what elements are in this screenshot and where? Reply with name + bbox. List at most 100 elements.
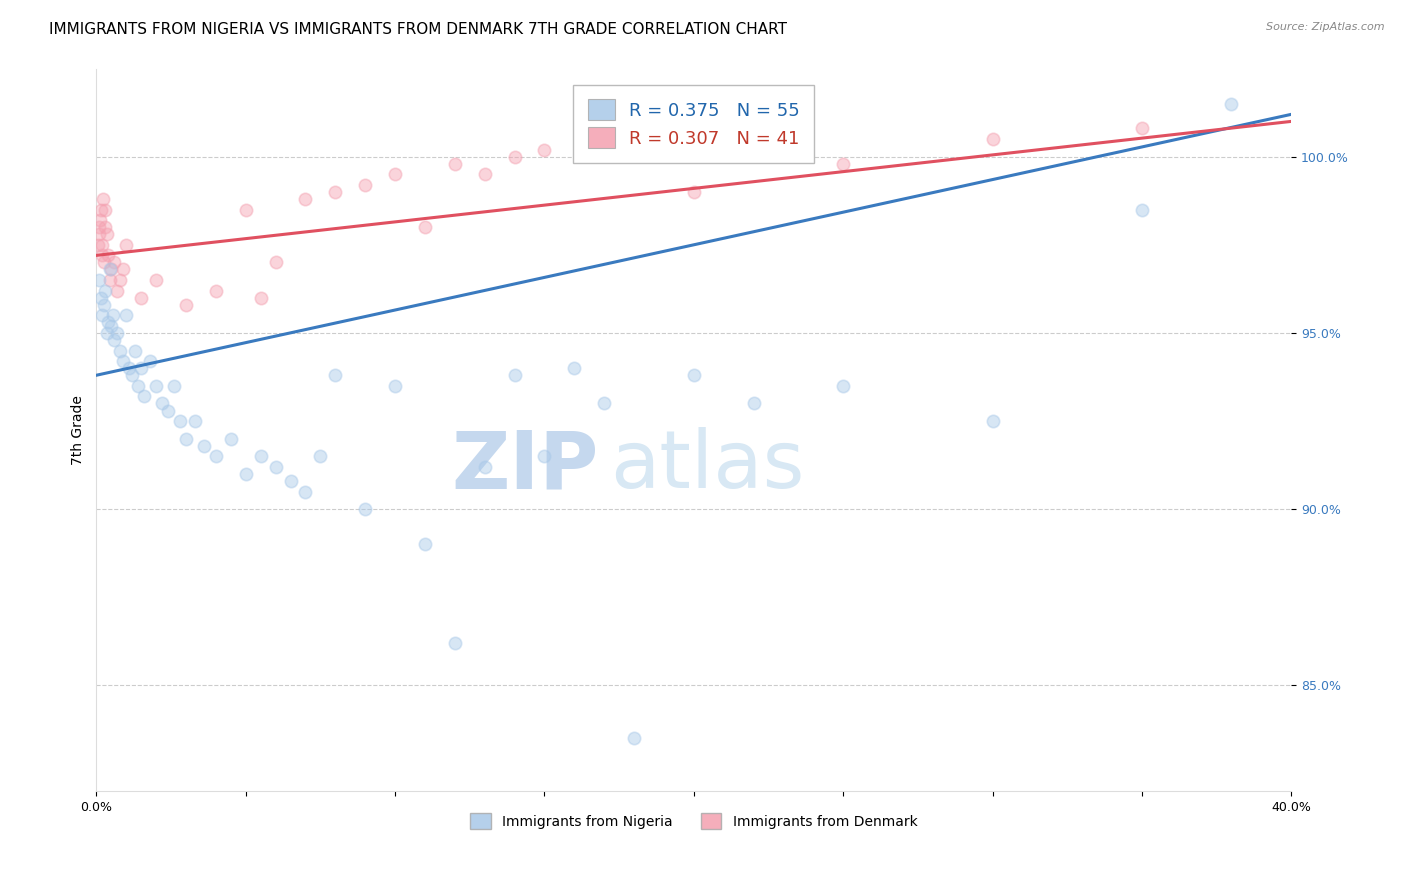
Point: [127, 379, 149, 393]
Point: [139, 354, 162, 368]
Point: [205, 284, 228, 298]
Point: [294, 192, 316, 206]
Point: [1130, 202, 1153, 217]
Point: [90, 202, 112, 217]
Point: [93, 220, 115, 235]
Point: [103, 255, 125, 269]
Point: [413, 537, 436, 551]
Point: [94, 202, 117, 217]
Point: [832, 379, 855, 393]
Point: [562, 361, 585, 376]
Point: [249, 291, 271, 305]
Point: [94, 284, 117, 298]
Point: [90, 248, 112, 262]
Point: [219, 432, 242, 446]
Point: [121, 368, 143, 383]
Point: [384, 167, 406, 181]
Point: [280, 474, 302, 488]
Point: [103, 333, 125, 347]
Point: [90, 291, 112, 305]
Point: [112, 262, 135, 277]
Point: [623, 731, 645, 746]
Legend: Immigrants from Nigeria, Immigrants from Denmark: Immigrants from Nigeria, Immigrants from…: [465, 808, 922, 835]
Text: Source: ZipAtlas.com: Source: ZipAtlas.com: [1267, 22, 1385, 32]
Point: [91, 237, 114, 252]
Point: [533, 450, 555, 464]
Point: [474, 459, 496, 474]
Point: [503, 150, 526, 164]
Point: [1220, 96, 1243, 111]
Point: [110, 343, 132, 358]
Point: [593, 396, 616, 410]
Point: [110, 273, 132, 287]
Point: [235, 202, 257, 217]
Point: [97, 248, 120, 262]
Point: [264, 255, 287, 269]
Point: [87, 227, 110, 242]
Point: [205, 450, 228, 464]
Point: [503, 368, 526, 383]
Point: [100, 262, 122, 277]
Point: [249, 450, 271, 464]
Point: [98, 273, 121, 287]
Point: [129, 361, 152, 376]
Point: [129, 291, 152, 305]
Point: [163, 379, 186, 393]
Point: [93, 298, 115, 312]
Point: [124, 343, 146, 358]
Point: [87, 237, 110, 252]
Point: [89, 213, 111, 227]
Point: [157, 403, 180, 417]
Point: [323, 185, 346, 199]
Point: [981, 132, 1004, 146]
Point: [264, 459, 287, 474]
Point: [100, 318, 122, 333]
Point: [323, 368, 346, 383]
Text: atlas: atlas: [610, 427, 804, 505]
Point: [354, 178, 377, 192]
Point: [294, 484, 316, 499]
Point: [593, 132, 616, 146]
Point: [89, 220, 111, 235]
Point: [96, 227, 118, 242]
Point: [112, 354, 135, 368]
Point: [145, 379, 167, 393]
Point: [118, 361, 141, 376]
Point: [682, 185, 704, 199]
Point: [474, 167, 496, 181]
Point: [174, 298, 197, 312]
Point: [96, 326, 118, 340]
Point: [98, 262, 121, 277]
Point: [169, 414, 191, 428]
Point: [354, 502, 377, 516]
Point: [91, 308, 114, 322]
Point: [443, 636, 465, 650]
Point: [150, 396, 173, 410]
Point: [105, 326, 128, 340]
Point: [742, 396, 765, 410]
Y-axis label: 7th Grade: 7th Grade: [72, 395, 86, 465]
Text: ZIP: ZIP: [451, 427, 598, 505]
Point: [115, 308, 138, 322]
Point: [145, 273, 167, 287]
Point: [384, 379, 406, 393]
Point: [1130, 121, 1153, 136]
Point: [105, 284, 128, 298]
Point: [115, 237, 138, 252]
Point: [91, 192, 114, 206]
Point: [134, 389, 156, 403]
Point: [682, 368, 704, 383]
Point: [97, 315, 120, 329]
Point: [981, 414, 1004, 428]
Point: [101, 308, 124, 322]
Point: [174, 432, 197, 446]
Point: [93, 255, 115, 269]
Point: [413, 220, 436, 235]
Point: [533, 143, 555, 157]
Point: [443, 157, 465, 171]
Point: [309, 450, 332, 464]
Point: [193, 439, 215, 453]
Text: IMMIGRANTS FROM NIGERIA VS IMMIGRANTS FROM DENMARK 7TH GRADE CORRELATION CHART: IMMIGRANTS FROM NIGERIA VS IMMIGRANTS FR…: [49, 22, 787, 37]
Point: [832, 157, 855, 171]
Point: [235, 467, 257, 481]
